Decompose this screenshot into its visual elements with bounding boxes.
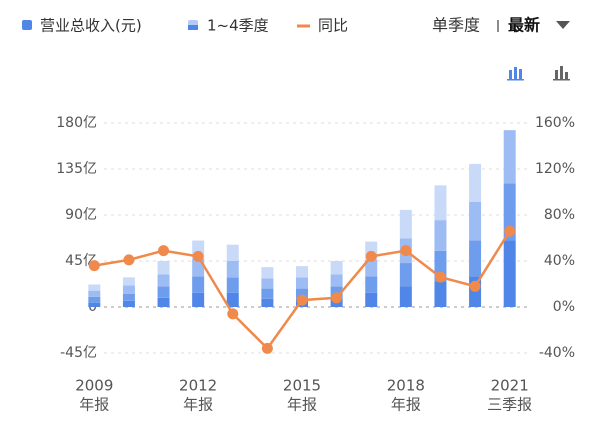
y2-tick-label: 40% xyxy=(544,253,575,269)
x-tick-sublabel: 年报 xyxy=(287,396,317,414)
legend-swatch xyxy=(188,25,198,30)
bar-segment xyxy=(365,276,378,293)
yoy-point xyxy=(365,250,377,262)
bar-segment xyxy=(88,302,101,307)
bar-segment xyxy=(399,286,412,307)
legend-label: 营业总收入(元) xyxy=(40,17,142,35)
bar-segment xyxy=(261,298,274,307)
bar-segment xyxy=(296,288,308,299)
bar-segment xyxy=(296,277,308,289)
yoy-point xyxy=(158,245,170,257)
bar-segment xyxy=(330,274,343,287)
bar-segment xyxy=(399,263,412,287)
bar-segment xyxy=(88,284,101,291)
legend-label: 同比 xyxy=(318,17,348,35)
y2-tick-label: -40% xyxy=(539,345,575,361)
yoy-point xyxy=(192,250,204,262)
x-tick-label: 2021 xyxy=(491,377,529,395)
yoy-point xyxy=(504,225,516,237)
bar-segment xyxy=(399,209,412,239)
y-tick-label: 135亿 xyxy=(56,161,97,177)
legend-swatch xyxy=(22,20,32,30)
yoy-point xyxy=(434,271,446,283)
y2-tick-label: 120% xyxy=(535,161,575,177)
sort-button[interactable]: 最新 xyxy=(508,16,540,35)
bar-segment xyxy=(226,292,239,307)
x-tick-sublabel: 三季报 xyxy=(487,396,532,414)
yoy-point xyxy=(400,245,412,257)
bar-segment xyxy=(157,261,170,275)
bar-segment xyxy=(122,293,135,301)
bar-segment xyxy=(434,281,447,307)
y-tick-label: -45亿 xyxy=(60,345,97,361)
bar-segment xyxy=(122,300,135,307)
bar-segment xyxy=(296,266,308,278)
period-button[interactable]: 单季度 xyxy=(432,16,480,35)
x-tick-label: 2012 xyxy=(179,377,217,395)
bar-segment xyxy=(157,286,170,298)
yoy-point xyxy=(469,280,481,292)
stack-icon[interactable] xyxy=(507,67,524,81)
yoy-point xyxy=(88,260,100,272)
bar-segment xyxy=(88,296,101,303)
bar-segment xyxy=(365,259,378,277)
yoy-point xyxy=(123,254,135,266)
bar-segment xyxy=(157,297,170,307)
yoy-point xyxy=(261,342,273,354)
bar-segment xyxy=(503,183,516,241)
x-tick-sublabel: 年报 xyxy=(79,396,109,414)
bar-segment xyxy=(157,274,170,287)
bar-segment xyxy=(122,285,135,294)
bar-segment xyxy=(192,292,205,307)
y2-tick-label: 0% xyxy=(553,299,575,315)
y-tick-label: 180亿 xyxy=(56,115,97,131)
y-tick-label: 90亿 xyxy=(65,207,97,223)
yoy-point xyxy=(331,292,343,304)
bar-segment xyxy=(503,130,516,184)
bar-segment xyxy=(434,220,447,251)
x-tick-label: 2009 xyxy=(75,377,113,395)
x-tick-label: 2015 xyxy=(283,377,321,395)
bar-segment xyxy=(469,163,482,202)
bar-segment xyxy=(365,292,378,307)
bar-segment xyxy=(469,240,482,277)
dropdown-arrow[interactable] xyxy=(556,21,570,29)
bar-segment xyxy=(226,244,239,261)
bar-segment xyxy=(330,286,343,298)
bar-segment xyxy=(88,290,101,297)
yoy-point xyxy=(227,308,239,320)
bar-segment xyxy=(192,276,205,293)
bar-icon[interactable] xyxy=(553,66,570,81)
bar-segment xyxy=(330,261,343,275)
bar-segment xyxy=(503,240,516,307)
bar-segment xyxy=(261,267,274,279)
legend-label: 1~4季度 xyxy=(207,17,269,35)
bar-segment xyxy=(261,278,274,289)
y2-tick-label: 80% xyxy=(544,207,575,223)
bar-segment xyxy=(261,288,274,299)
bar-segment xyxy=(469,201,482,241)
y2-tick-label: 160% xyxy=(535,115,575,131)
bar-segment xyxy=(122,277,135,286)
bar-segment xyxy=(226,277,239,293)
x-tick-sublabel: 年报 xyxy=(391,396,421,414)
x-tick-label: 2018 xyxy=(387,377,425,395)
bar-segment xyxy=(226,261,239,278)
x-tick-sublabel: 年报 xyxy=(183,396,213,414)
bar-segment xyxy=(434,185,447,221)
yoy-point xyxy=(296,294,308,306)
